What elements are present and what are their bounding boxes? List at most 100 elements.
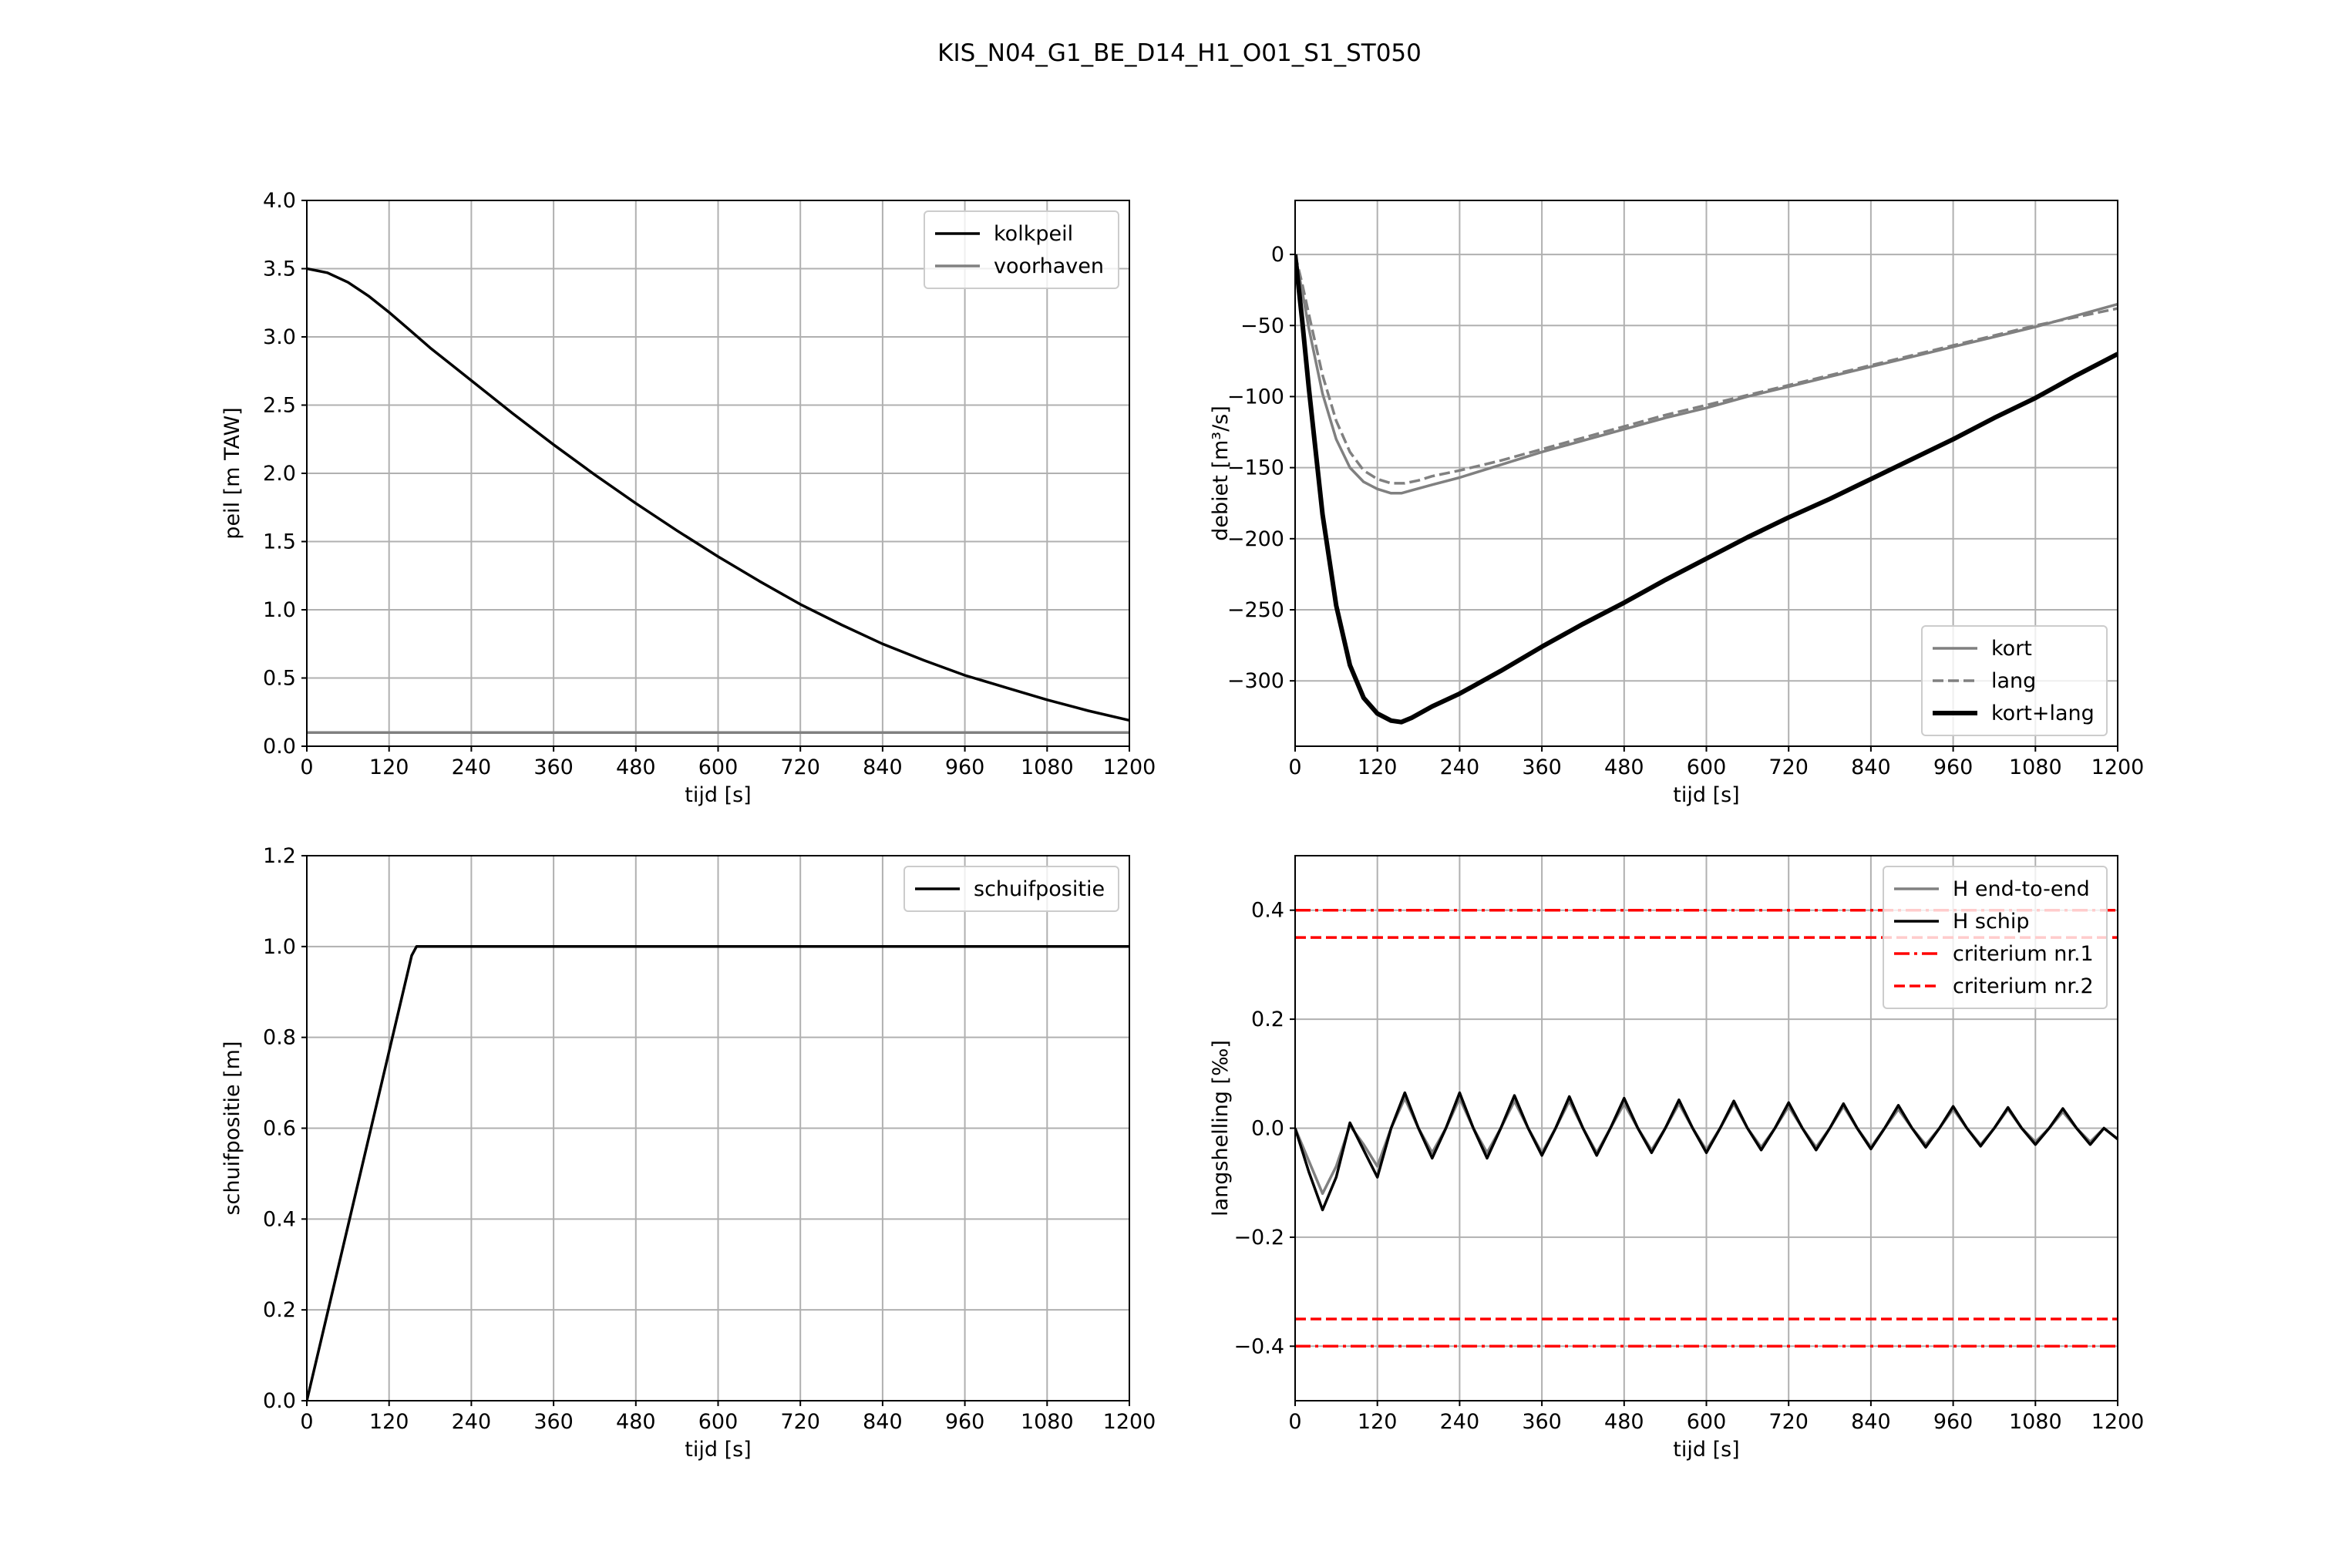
legend: H end-to-end H schip criterium nr.1 criteri… [1883, 866, 2108, 1009]
panel-debiet: 0 120 240 360 480 600 720 840 960 1080 1200 −300 −25… [1209, 200, 2144, 807]
y-tick-label: 0.6 [263, 1117, 296, 1141]
x-tick-label: 0 [1288, 755, 1301, 779]
y-tick-label: −250 [1227, 598, 1284, 622]
y-tick-label: −0.4 [1233, 1334, 1284, 1358]
legend-label: lang [1991, 669, 2036, 693]
x-tick-label: 840 [863, 1410, 903, 1434]
x-tick-label: 840 [1851, 1410, 1891, 1434]
x-tick-label: 240 [1440, 1410, 1480, 1434]
x-tick-label: 960 [1933, 1410, 1974, 1434]
x-tick-label: 480 [616, 1410, 656, 1434]
x-tick-label: 600 [698, 755, 739, 779]
y-tick-label: −300 [1227, 669, 1284, 693]
x-tick-label: 360 [1522, 1410, 1562, 1434]
series-group [307, 267, 1129, 735]
series-group [307, 945, 1129, 1401]
x-tick-label: 600 [1687, 755, 1727, 779]
x-tick-label: 840 [1851, 755, 1891, 779]
x-tick-label: 600 [1687, 1410, 1727, 1434]
legend: schuifpositie [903, 866, 1119, 912]
y-tick-label: −200 [1227, 527, 1284, 551]
y-tick-label: 0.4 [1251, 899, 1284, 923]
legend-box [924, 210, 1119, 289]
x-tick-label: 1080 [1021, 1410, 1074, 1434]
x-tick-label: 1200 [1103, 755, 1156, 779]
legend-box [1921, 625, 2108, 736]
x-tick-label: 720 [780, 755, 820, 779]
legend-label: criterium nr.2 [1953, 974, 2094, 998]
panel-schuifpositie: 0 120 240 360 480 600 720 840 960 1080 1200 0.0 0.2 0… [220, 844, 1156, 1462]
legend-label: H end-to-end [1953, 877, 2090, 901]
series-0-schuifpositie [307, 945, 1129, 1401]
y-tick-label: 0.0 [263, 735, 296, 759]
y-tick-label: 3.0 [263, 325, 296, 349]
series-0-kolkpeil [307, 267, 1129, 722]
y-axis-label: schuifpositie [m] [220, 1041, 244, 1215]
legend-box [1883, 866, 2108, 1009]
series-group [1295, 254, 2118, 725]
x-tick-label: 840 [863, 755, 903, 779]
legend-label: kort [1991, 637, 2032, 661]
y-tick-label: 4.0 [263, 189, 296, 213]
y-tick-label: 0.0 [1251, 1117, 1284, 1141]
x-tick-label: 0 [1288, 1410, 1301, 1434]
y-tick-label: −150 [1227, 456, 1284, 480]
x-tick-label: 480 [1604, 1410, 1644, 1434]
y-tick-label: −100 [1227, 385, 1284, 409]
series-2-kort-lang [1295, 254, 2118, 725]
y-axis-label: peil [m TAW] [220, 407, 244, 539]
y-tick-label: 0.2 [263, 1298, 296, 1322]
x-axis-label: tijd [s] [685, 783, 751, 807]
legend-box [903, 866, 1119, 912]
x-axis-label: tijd [s] [1673, 783, 1739, 807]
series-1-lang [1295, 254, 2118, 485]
x-tick-label: 1200 [2091, 755, 2145, 779]
x-tick-label: 240 [452, 755, 492, 779]
x-tick-label: 600 [698, 1410, 739, 1434]
x-tick-label: 480 [1604, 755, 1644, 779]
y-tick-label: 0 [1271, 243, 1284, 267]
x-tick-label: 1080 [2009, 1410, 2062, 1434]
y-tick-label: 0.5 [263, 667, 296, 691]
legend-label: kort+lang [1991, 702, 2095, 725]
x-axis-label: tijd [s] [1673, 1438, 1739, 1462]
figure-title: KIS_N04_G1_BE_D14_H1_O01_S1_ST050 [937, 39, 1422, 67]
x-tick-label: 1200 [1103, 1410, 1156, 1434]
legend-label: schuifpositie [974, 877, 1105, 901]
x-tick-label: 120 [1358, 1410, 1398, 1434]
y-axis-label: debiet [m³/s] [1209, 405, 1233, 541]
y-tick-label: 0.0 [263, 1389, 296, 1413]
x-tick-label: 960 [945, 755, 985, 779]
x-tick-label: 360 [1522, 755, 1562, 779]
x-tick-label: 1080 [2009, 755, 2062, 779]
y-tick-label: −0.2 [1233, 1226, 1284, 1250]
y-tick-label: 3.5 [263, 257, 296, 281]
x-tick-label: 120 [369, 1410, 409, 1434]
x-tick-label: 240 [1440, 755, 1480, 779]
legend-label: criterium nr.1 [1953, 942, 2094, 966]
y-tick-label: 1.0 [263, 935, 296, 959]
x-tick-label: 0 [300, 755, 313, 779]
y-axis-label: langshelling [‰] [1209, 1040, 1233, 1216]
x-tick-label: 360 [533, 1410, 574, 1434]
y-tick-label: 0.2 [1251, 1008, 1284, 1031]
legend: kort lang kort+lang [1921, 625, 2108, 736]
x-tick-label: 480 [616, 755, 656, 779]
y-tick-label: 0.4 [263, 1207, 296, 1231]
x-tick-label: 960 [945, 1410, 985, 1434]
panel-langshelling: 0 120 240 360 480 600 720 840 960 1080 1200 −0.4 −0.… [1209, 855, 2144, 1462]
y-tick-label: 1.2 [263, 844, 296, 868]
x-tick-label: 360 [533, 755, 574, 779]
y-tick-label: 2.5 [263, 394, 296, 418]
legend: kolkpeil voorhaven [924, 210, 1119, 289]
series-group [1295, 908, 2118, 1348]
x-tick-label: 960 [1933, 755, 1974, 779]
x-axis-label: tijd [s] [685, 1438, 751, 1462]
x-tick-label: 720 [1768, 1410, 1809, 1434]
legend-label: H schip [1953, 910, 2030, 934]
y-tick-label: 2.0 [263, 462, 296, 486]
x-tick-label: 0 [300, 1410, 313, 1434]
y-tick-label: −50 [1240, 314, 1284, 338]
x-tick-label: 1080 [1021, 755, 1074, 779]
